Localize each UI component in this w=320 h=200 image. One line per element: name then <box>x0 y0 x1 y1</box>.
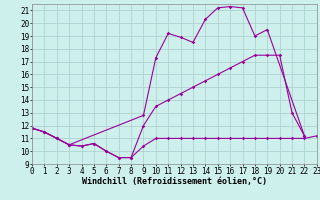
X-axis label: Windchill (Refroidissement éolien,°C): Windchill (Refroidissement éolien,°C) <box>82 177 267 186</box>
